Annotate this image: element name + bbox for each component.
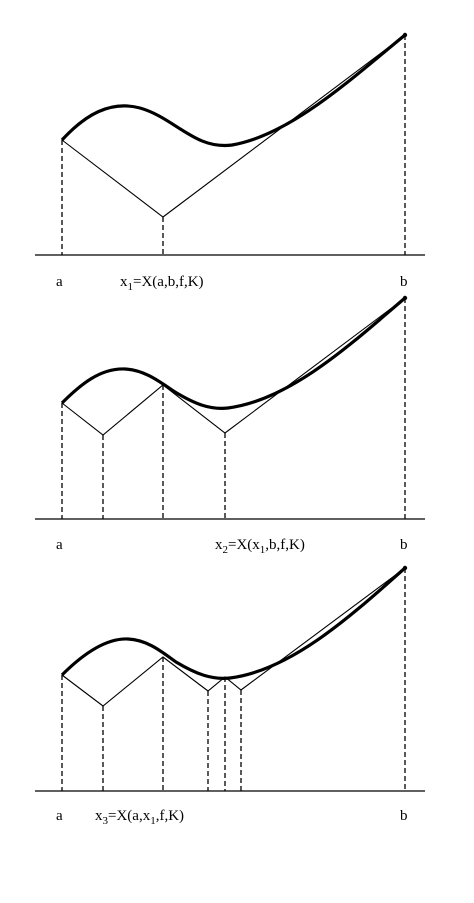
subscript: 1 [128,281,134,293]
label-a: a [56,274,63,290]
subscript: 1 [260,544,266,556]
label-b: b [400,537,408,553]
function-curve [60,566,407,680]
formula: x2=X(x1,b,f,K) [215,537,305,556]
minorant [61,34,406,218]
label-b: b [400,808,408,824]
subscript: 2 [223,544,229,556]
endpoint [402,32,408,38]
formula-part: =X(a,b,f,K) [133,274,204,290]
function-curve [60,33,407,148]
endpoint [402,565,408,571]
panel: a b x1=X(a,b,f,K) [35,32,425,293]
formula-part: =X(a,x [108,808,151,824]
subscript: 3 [103,815,109,827]
panel: a b x3=X(a,x1,f,K) [35,565,425,827]
panel: a b x2=X(x1,b,f,K) [35,295,425,556]
endpoint [402,295,408,301]
formula-part: x [95,808,103,824]
label-b: b [400,274,408,290]
formula-part: =X(x [228,537,260,553]
subscript: 1 [150,815,156,827]
label-a: a [56,808,63,824]
label-a: a [56,537,63,553]
formula: x3=X(a,x1,f,K) [95,808,184,827]
minorant [61,567,406,707]
formula-part: x [215,537,223,553]
formula: x1=X(a,b,f,K) [120,274,204,293]
formula-part: x [120,274,128,290]
formula-part: ,b,f,K) [265,537,305,553]
formula-part: ,f,K) [156,808,184,824]
minorant [61,297,406,436]
function-curve [60,296,407,410]
